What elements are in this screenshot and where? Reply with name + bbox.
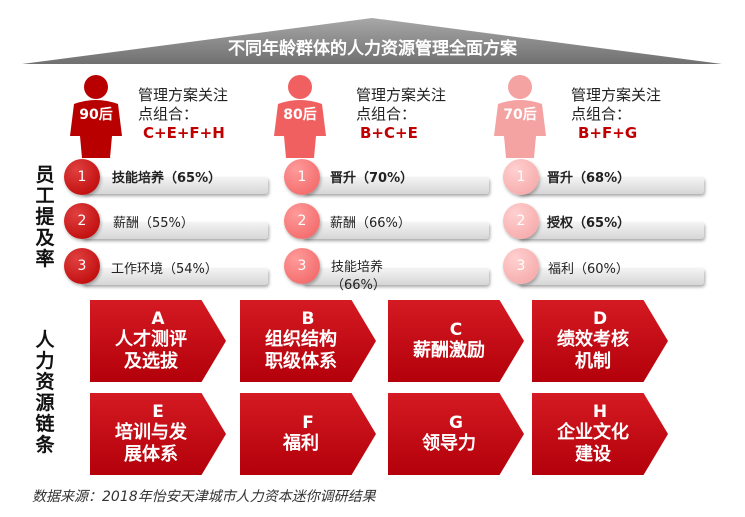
ranking-bar: [518, 268, 704, 285]
roof-shape: [22, 18, 722, 64]
focus-label: 管理方案关注: [356, 86, 447, 104]
rank-text: 技能培养（65%）: [112, 171, 222, 186]
rank-text: 薪酬（66%）: [330, 216, 411, 231]
rank-text: 工作环境（54%）: [111, 262, 218, 277]
focus-label: 点组合：: [138, 105, 199, 123]
rank-badge: 3: [503, 248, 539, 284]
rank-text: 晋升（70%）: [330, 171, 414, 186]
employee-mention-rate-title: 员 工 提 及 率: [35, 164, 55, 270]
data-source: 数据来源：2018年怡安天津城市人力资本迷你调研结果: [32, 489, 376, 505]
focus-label: 管理方案关注: [138, 86, 229, 104]
rank-badge: 1: [284, 159, 320, 195]
chain-item-f: F 福利: [240, 393, 376, 475]
chain-item-d: D 绩效考核 机制: [532, 300, 668, 382]
person-icon: [272, 74, 328, 158]
rank-badge: 2: [503, 203, 539, 239]
focus-label: 管理方案关注: [571, 86, 662, 104]
rank-text: （66%）: [331, 278, 386, 293]
rank-text: 福利（60%）: [548, 262, 629, 277]
rank-text: 授权（65%）: [547, 216, 631, 231]
focus-combo: B+C+E: [360, 124, 418, 142]
title-banner: [22, 18, 722, 70]
focus-combo: B+F+G: [578, 124, 638, 142]
person-icon: [492, 74, 548, 158]
ranking-bar: [303, 222, 489, 239]
generation-label: 80后: [283, 107, 317, 123]
ranking-bar: [82, 222, 268, 239]
focus-combo: C+E+F+H: [143, 124, 225, 142]
rank-badge: 2: [64, 203, 100, 239]
hr-chain-title: 人 力 资 源 链 条: [35, 329, 55, 456]
focus-label: 点组合：: [356, 105, 417, 123]
rank-text: 技能培养: [331, 260, 384, 275]
ranking-bar: [303, 177, 489, 194]
rank-badge: 2: [284, 203, 320, 239]
chain-item-a: A 人才测评 及选拔: [90, 300, 226, 382]
focus-label: 点组合：: [571, 105, 632, 123]
rank-badge: 1: [503, 159, 539, 195]
ranking-bar: [303, 268, 489, 285]
person-icon: [68, 74, 124, 158]
ranking-bar: [518, 222, 704, 239]
chain-item-c: C 薪酬激励: [388, 300, 524, 382]
rank-badge: 3: [284, 248, 320, 284]
rank-text: 薪酬（55%）: [113, 216, 194, 231]
rank-text: 晋升（68%）: [547, 171, 631, 186]
ranking-bar: [82, 268, 268, 285]
rank-badge: 1: [64, 159, 100, 195]
ranking-bar: [82, 177, 268, 194]
rank-badge: 3: [64, 248, 100, 284]
generation-label: 70后: [503, 107, 537, 123]
chain-item-g: G 领导力: [388, 393, 524, 475]
ranking-bar: [518, 177, 704, 194]
chain-item-b: B 组织结构 职级体系: [240, 300, 376, 382]
chain-item-h: H 企业文化 建设: [532, 393, 668, 475]
chain-item-e: E 培训与发 展体系: [90, 393, 226, 475]
page-title: 不同年龄群体的人力资源管理全面方案: [228, 39, 517, 59]
generation-label: 90后: [79, 107, 113, 123]
